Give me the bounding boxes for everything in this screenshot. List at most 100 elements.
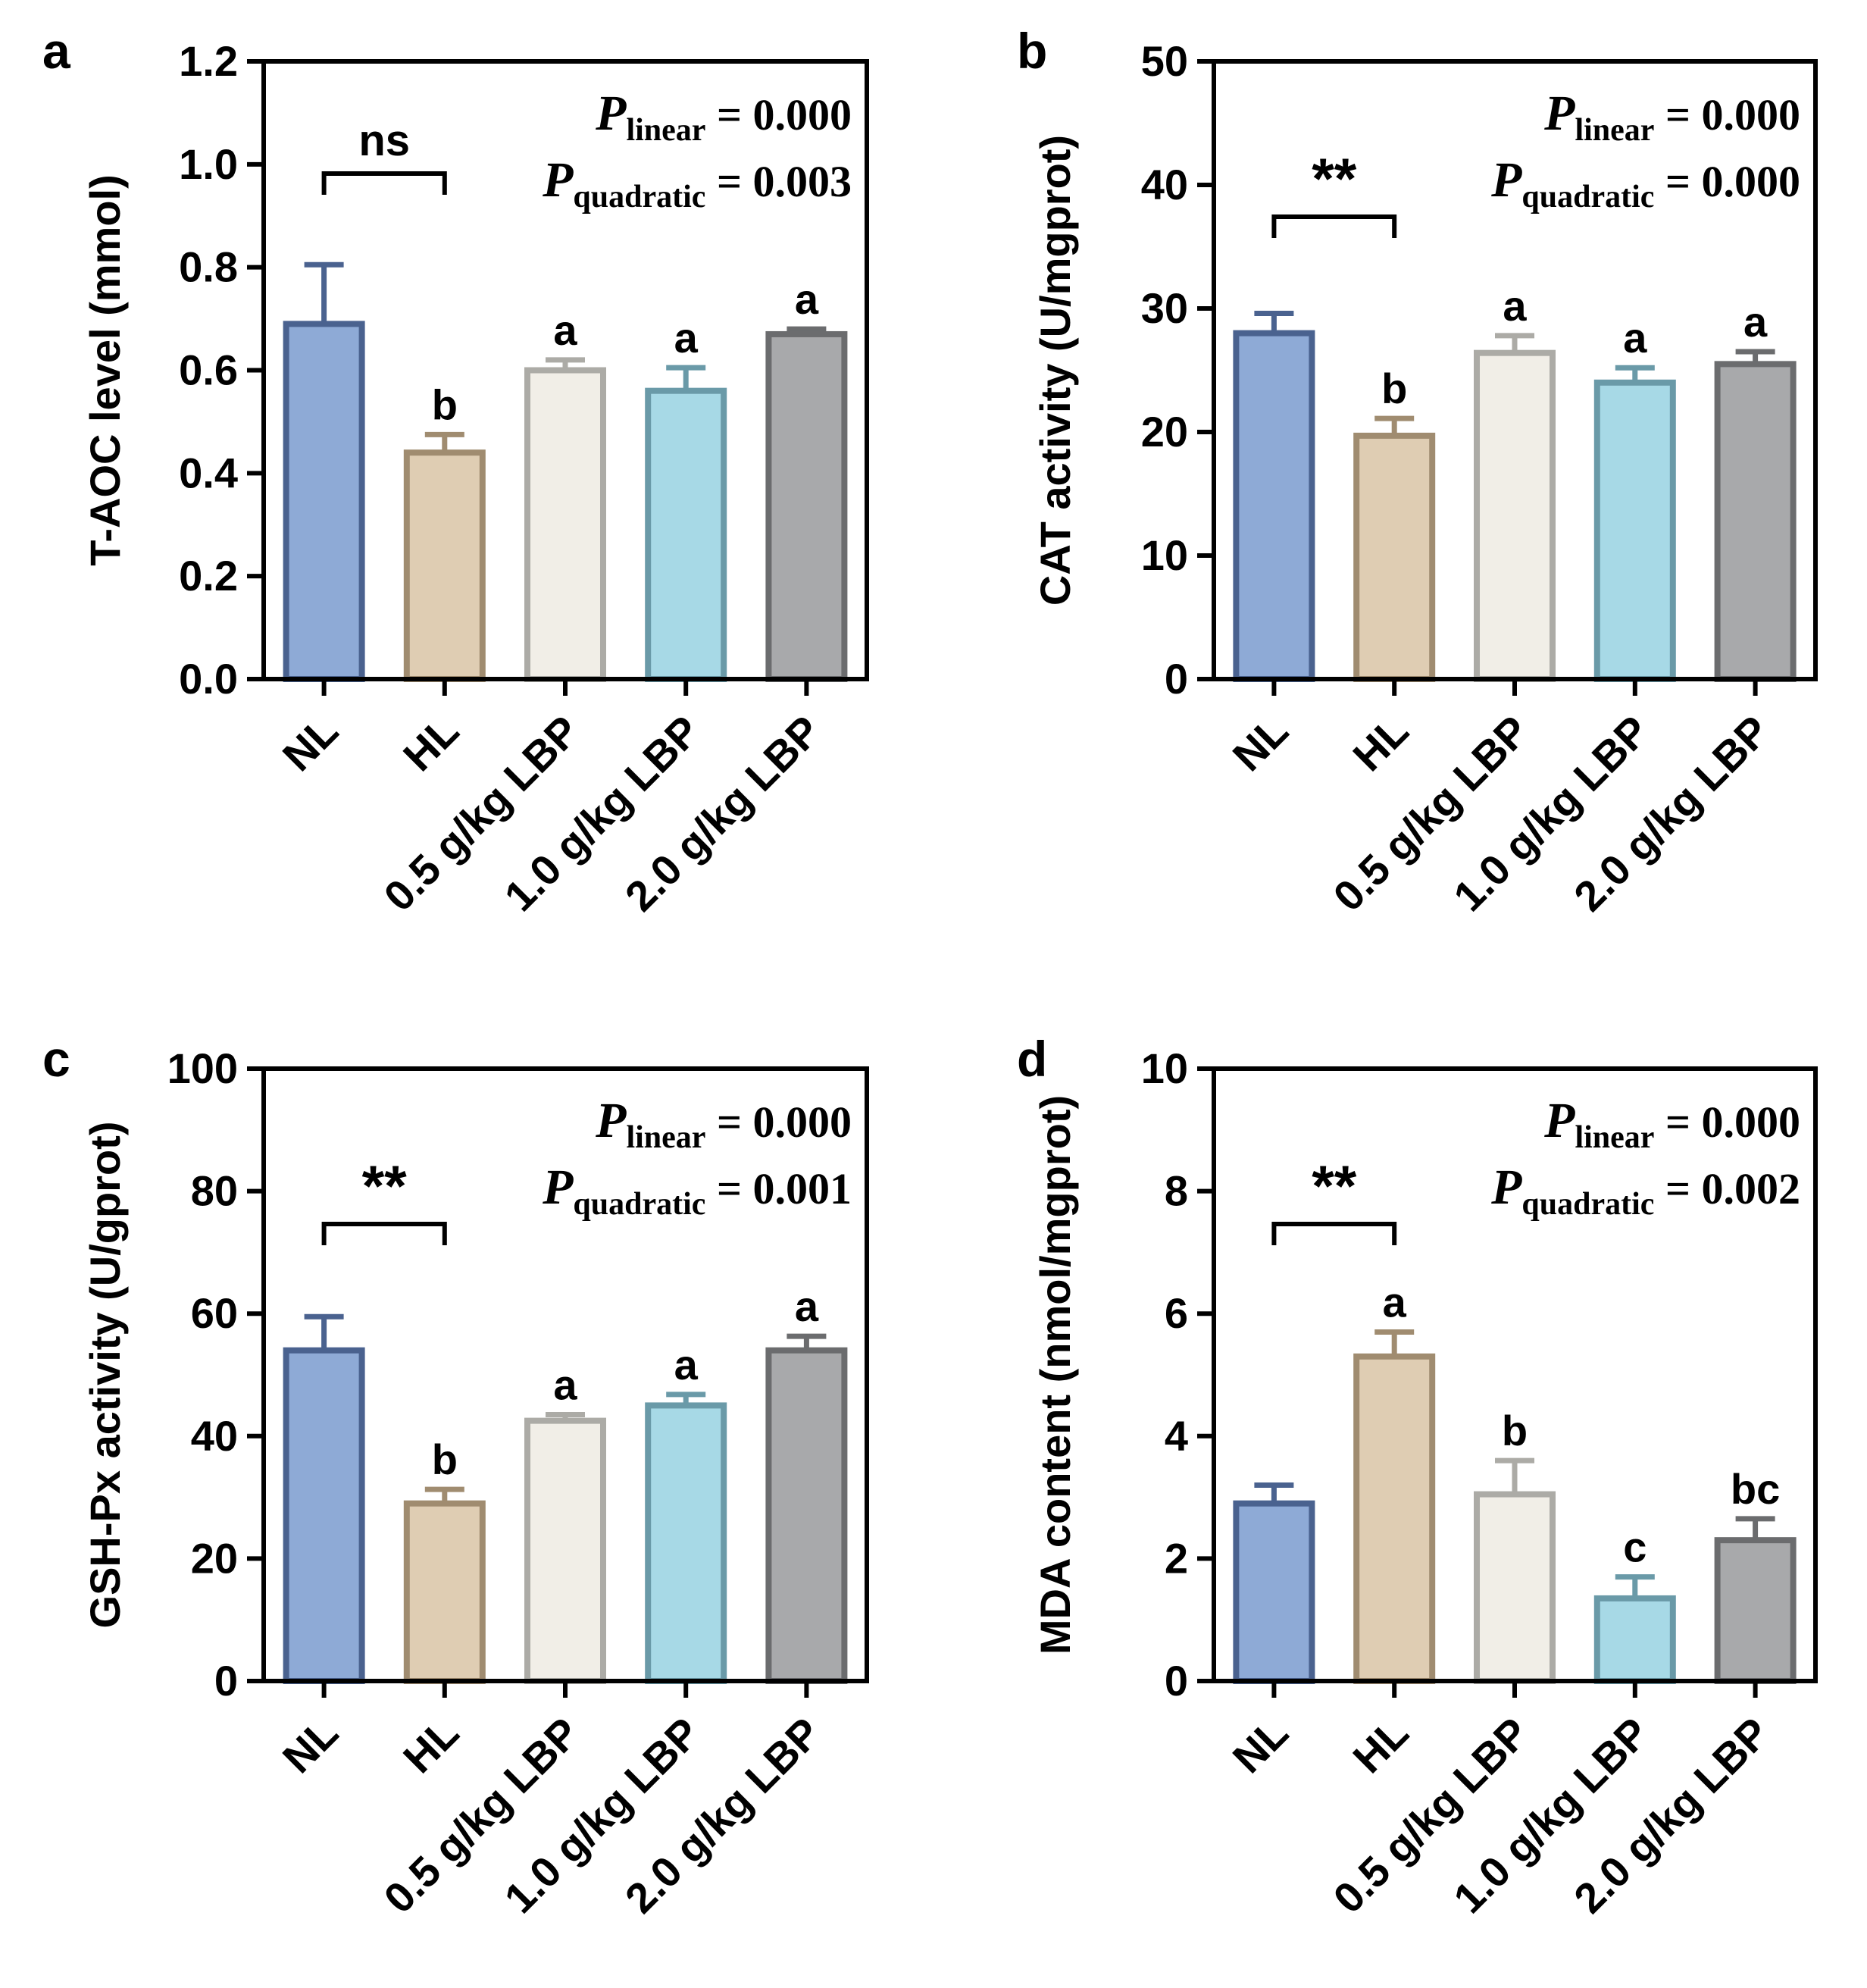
y-tick-label: 40 [1141, 161, 1188, 208]
panel-letter: d [1017, 1031, 1047, 1087]
bar-d-3 [1593, 1595, 1676, 1684]
significance-letter: c [1623, 1523, 1647, 1571]
y-tick-label: 0.6 [179, 346, 238, 394]
significance-letter: a [553, 306, 577, 354]
y-tick-label: 2 [1165, 1534, 1188, 1582]
y-tick-label: 0 [1165, 1657, 1188, 1705]
x-tick-label: HL [1343, 1708, 1417, 1782]
p-linear: Plinear = 0.000 [1543, 1093, 1800, 1155]
bar-b-1 [1353, 432, 1436, 682]
bar-b-0 [1233, 330, 1315, 682]
p-quadratic: Pquadratic = 0.001 [542, 1160, 852, 1222]
x-tick-label: HL [394, 706, 468, 780]
p-linear: Plinear = 0.000 [595, 1093, 852, 1155]
bar-a-0 [283, 321, 365, 682]
bar-c-3 [645, 1402, 727, 1685]
bar-a-1 [403, 449, 486, 683]
x-tick-label: NL [274, 706, 347, 780]
comparison-bracket [321, 1222, 447, 1245]
comparison-significance: ** [1312, 1154, 1357, 1219]
y-tick-label: 0.0 [179, 655, 238, 703]
y-tick-label: 6 [1165, 1289, 1188, 1337]
y-tick-label: 10 [1141, 1044, 1188, 1092]
y-tick-label: 1.2 [179, 37, 238, 85]
y-tick-label: 4 [1165, 1412, 1188, 1460]
x-tick-label: NL [1224, 1708, 1297, 1782]
significance-letter: a [795, 1282, 819, 1330]
p-quadratic: Pquadratic = 0.002 [1490, 1160, 1800, 1222]
comparison-significance: ns [358, 116, 410, 165]
bar-b-4 [1714, 361, 1797, 682]
bar-d-0 [1233, 1500, 1315, 1685]
y-tick-label: 0.8 [179, 243, 238, 291]
significance-letter: a [553, 1361, 577, 1409]
significance-letter: a [1383, 1278, 1407, 1326]
bar-d-1 [1353, 1353, 1436, 1684]
comparison-bracket [321, 171, 447, 195]
comparison-significance: ** [1312, 147, 1357, 211]
y-tick-label: 1.0 [179, 140, 238, 188]
comparison-significance: ** [362, 1154, 408, 1219]
significance-letter: b [432, 380, 458, 428]
plot-frame [1212, 59, 1818, 681]
bar-b-3 [1593, 379, 1676, 682]
panel-letter: b [1017, 23, 1047, 79]
bar-c-0 [283, 1347, 365, 1685]
y-axis-label: T-AOC level (mmol) [81, 174, 129, 566]
p-quadratic: Pquadratic = 0.003 [542, 152, 852, 214]
y-tick-label: 10 [1141, 531, 1188, 579]
y-axis-label: MDA content (nmol/mgprot) [1031, 1095, 1079, 1655]
panel-a: aba aa0.00.20.40.60.81.01.2NL HL0.5 g/kg L… [42, 23, 869, 920]
bar-c-1 [403, 1500, 486, 1685]
panel-letter: a [42, 23, 71, 79]
y-tick-label: 8 [1165, 1167, 1188, 1215]
p-quadratic: Pquadratic = 0.000 [1490, 152, 1800, 214]
y-tick-label: 0 [1165, 655, 1188, 703]
bar-c-4 [765, 1347, 848, 1685]
bar-b-2 [1474, 349, 1556, 682]
significance-letter: a [795, 275, 819, 323]
y-tick-label: 0.2 [179, 552, 238, 600]
significance-letter: b [432, 1435, 458, 1483]
x-tick-label: NL [274, 1708, 347, 1782]
bar-d-4 [1714, 1537, 1797, 1685]
bar-a-2 [524, 367, 606, 682]
significance-letter: a [1623, 314, 1647, 362]
y-tick-label: 30 [1141, 284, 1188, 332]
panel-letter: c [42, 1031, 70, 1087]
significance-letter: b [1381, 365, 1407, 412]
significance-letter: a [1743, 298, 1768, 346]
x-tick-label: HL [1343, 706, 1417, 780]
plot-frame [1212, 1066, 1818, 1683]
y-tick-label: 100 [167, 1044, 238, 1092]
bar-c-2 [524, 1417, 606, 1684]
bar-a-3 [645, 387, 727, 683]
y-tick-label: 0.4 [179, 449, 238, 496]
y-tick-label: 40 [191, 1412, 238, 1460]
y-tick-label: 50 [1141, 37, 1188, 85]
y-tick-label: 20 [191, 1534, 238, 1582]
bar-d-2 [1474, 1491, 1556, 1685]
y-tick-label: 60 [191, 1289, 238, 1337]
significance-letter: a [674, 1341, 699, 1388]
y-tick-label: 0 [214, 1657, 238, 1705]
p-linear: Plinear = 0.000 [595, 86, 852, 148]
y-axis-label: GSH-Px activity (U/gprot) [81, 1122, 129, 1629]
x-tick-label: NL [1224, 706, 1297, 780]
comparison-bracket [1271, 1222, 1397, 1245]
significance-letter: a [674, 314, 699, 362]
comparison-bracket [1271, 214, 1397, 238]
significance-letter: b [1502, 1407, 1528, 1454]
significance-letter: bc [1731, 1465, 1780, 1513]
bar-a-4 [765, 330, 848, 682]
significance-letter: a [1503, 282, 1527, 330]
x-tick-label: HL [394, 1708, 468, 1782]
y-axis-label: CAT activity (U/mgprot) [1031, 135, 1079, 606]
y-tick-label: 80 [191, 1167, 238, 1215]
y-tick-label: 20 [1141, 408, 1188, 456]
p-linear: Plinear = 0.000 [1543, 86, 1800, 148]
plot-frame [261, 1066, 869, 1683]
